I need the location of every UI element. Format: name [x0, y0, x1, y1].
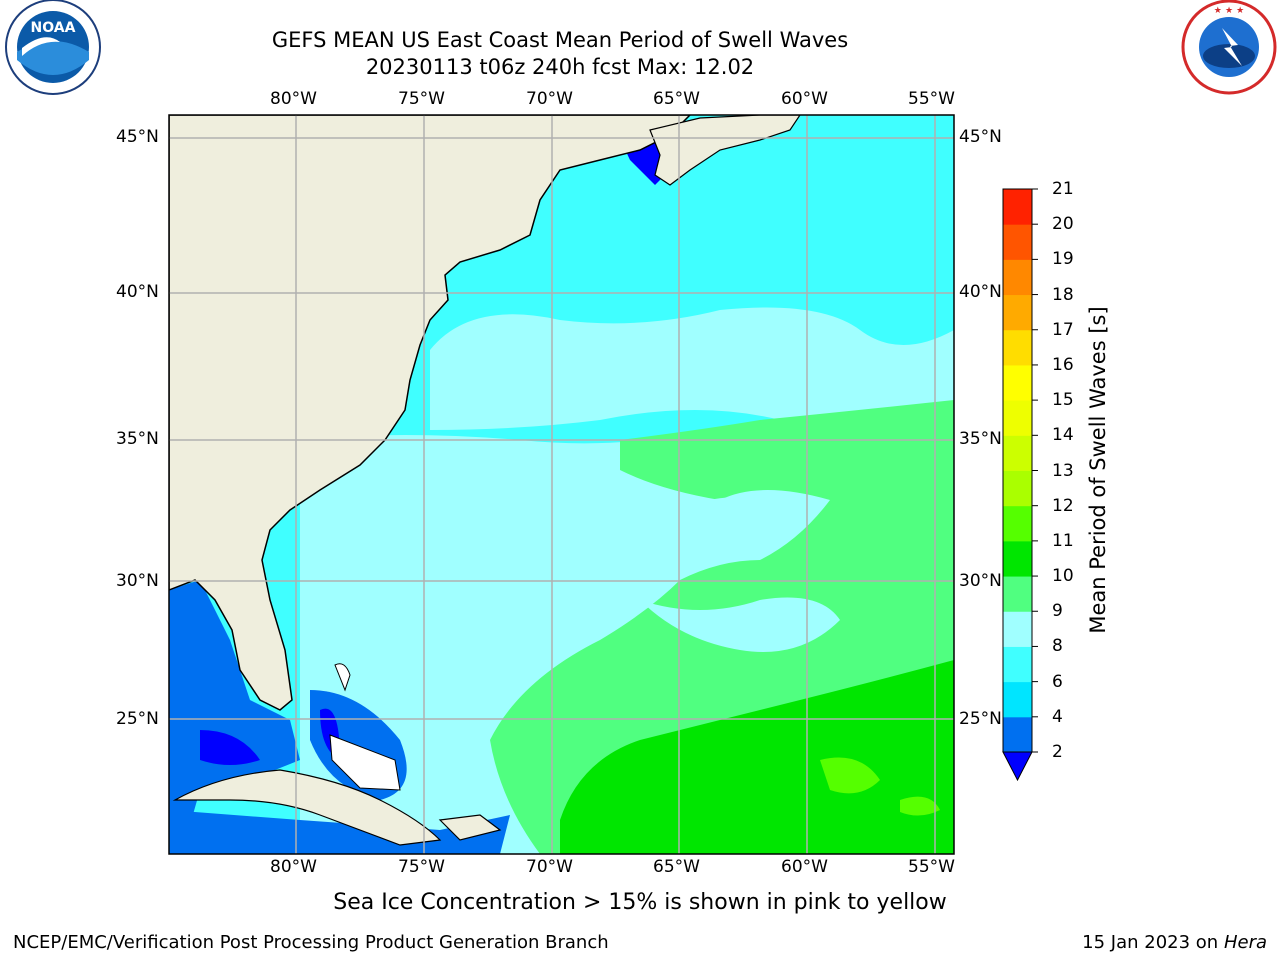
colorbar-tick-label: 19: [1052, 249, 1074, 270]
lat-label-right: 25°N: [959, 709, 1002, 729]
colorbar-swatch: [1003, 189, 1032, 225]
colorbar-tick-label: 18: [1052, 284, 1074, 305]
colorbar: [1002, 188, 1038, 782]
colorbar-tick-label: 14: [1052, 425, 1074, 446]
colorbar-swatch: [1003, 505, 1032, 542]
colorbar-swatch: [1003, 611, 1032, 647]
lat-label-right: 30°N: [959, 571, 1002, 591]
lon-label-bottom: 60°W: [781, 857, 828, 877]
land-bahama-banks: [329, 734, 401, 791]
credit-date-text: 15 Jan 2023 on: [1082, 932, 1224, 953]
noaa-logo-text: NOAA: [31, 20, 76, 36]
noaa-logo: NOAA: [5, 0, 101, 95]
colorbar-tick-label: 17: [1052, 319, 1074, 340]
colorbar-tick-label: 6: [1052, 671, 1063, 692]
colorbar-tick-label: 8: [1052, 636, 1063, 657]
land-bahamas: [334, 663, 351, 692]
colorbar-tick-label: 11: [1052, 530, 1074, 551]
map-frame: [168, 114, 955, 855]
credit-branch: NCEP/EMC/Verification Post Processing Pr…: [13, 932, 609, 953]
lat-label-left: 40°N: [116, 282, 159, 302]
lat-label-left: 25°N: [116, 709, 159, 729]
lon-label-bottom: 80°W: [270, 857, 317, 877]
lat-label-left: 35°N: [116, 429, 159, 449]
lat-label-right: 45°N: [959, 127, 1002, 147]
chart-subtitle: 20230113 t06z 240h fcst Max: 12.02: [365, 55, 755, 79]
period-field-11-12: [820, 757, 880, 794]
period-field-10-11: [560, 660, 954, 854]
colorbar-swatch: [1003, 470, 1032, 507]
colorbar-swatch: [1003, 576, 1032, 612]
lon-label-bottom: 55°W: [908, 857, 955, 877]
colorbar-swatch: [1003, 540, 1032, 577]
credit-host: Hera: [1223, 932, 1267, 953]
map-area: [169, 115, 954, 854]
colorbar-tick-label: 10: [1052, 566, 1074, 587]
period-field-below-2-gulf: [200, 730, 260, 765]
period-field-2-4-gulf: [169, 580, 300, 854]
colorbar-tick-label: 2: [1052, 742, 1063, 762]
lat-label-left: 30°N: [116, 571, 159, 591]
lon-label-bottom: 65°W: [653, 857, 700, 877]
lon-label-top: 55°W: [908, 89, 955, 109]
period-field-8-9-north: [430, 307, 954, 430]
colorbar-swatch: [1003, 364, 1032, 401]
svg-text:★ ★ ★: ★ ★ ★: [1214, 6, 1244, 16]
colorbar-tick-label: 15: [1052, 390, 1074, 411]
colorbar-swatch: [1003, 329, 1032, 366]
lon-label-top: 65°W: [653, 89, 700, 109]
colorbar-tick-label: 12: [1052, 495, 1074, 516]
colorbar-tick-label: 9: [1052, 601, 1063, 622]
lat-label-right: 40°N: [959, 282, 1002, 302]
chart-title: GEFS MEAN US East Coast Mean Period of S…: [271, 28, 849, 52]
gridlines: [169, 115, 954, 854]
colorbar-swatch: [1003, 716, 1032, 753]
land-cuba: [172, 769, 442, 846]
colorbar-swatch: [1003, 224, 1032, 260]
colorbar-swatch: [1003, 435, 1032, 471]
colorbar-tick-label: 13: [1052, 460, 1074, 481]
lon-label-top: 60°W: [781, 89, 828, 109]
lon-label-bottom: 75°W: [398, 857, 445, 877]
lat-label-right: 35°N: [959, 429, 1002, 449]
lon-label-bottom: 70°W: [526, 857, 573, 877]
land-hispaniola: [438, 814, 502, 841]
lon-label-top: 80°W: [270, 89, 317, 109]
colorbar-swatch: [1003, 646, 1032, 683]
period-field-8-9-patch-2: [640, 597, 840, 652]
nws-logo: ★ ★ ★: [1181, 0, 1277, 95]
period-field-8-9-patch: [680, 497, 807, 547]
lon-label-top: 75°W: [398, 89, 445, 109]
colorbar-tick-label: 4: [1052, 706, 1063, 727]
credit-date: 15 Jan 2023 on Hera: [1082, 932, 1267, 953]
sea-ice-footnote: Sea Ice Concentration > 15% is shown in …: [333, 890, 947, 915]
colorbar-under-arrow: [1002, 751, 1033, 782]
lat-label-left: 45°N: [116, 127, 159, 147]
period-field-11-12-b: [900, 796, 940, 816]
colorbar-swatch: [1003, 259, 1032, 296]
colorbar-swatch: [1003, 294, 1032, 331]
colorbar-label: Mean Period of Swell Waves [s]: [1086, 306, 1110, 634]
colorbar-swatch: [1003, 400, 1032, 436]
colorbar-swatch: [1003, 681, 1032, 718]
colorbar-tick-label: 20: [1052, 214, 1074, 235]
colorbar-tick-label: 21: [1052, 179, 1074, 199]
colorbar-tick-label: 16: [1052, 354, 1074, 375]
lon-label-top: 70°W: [526, 89, 573, 109]
